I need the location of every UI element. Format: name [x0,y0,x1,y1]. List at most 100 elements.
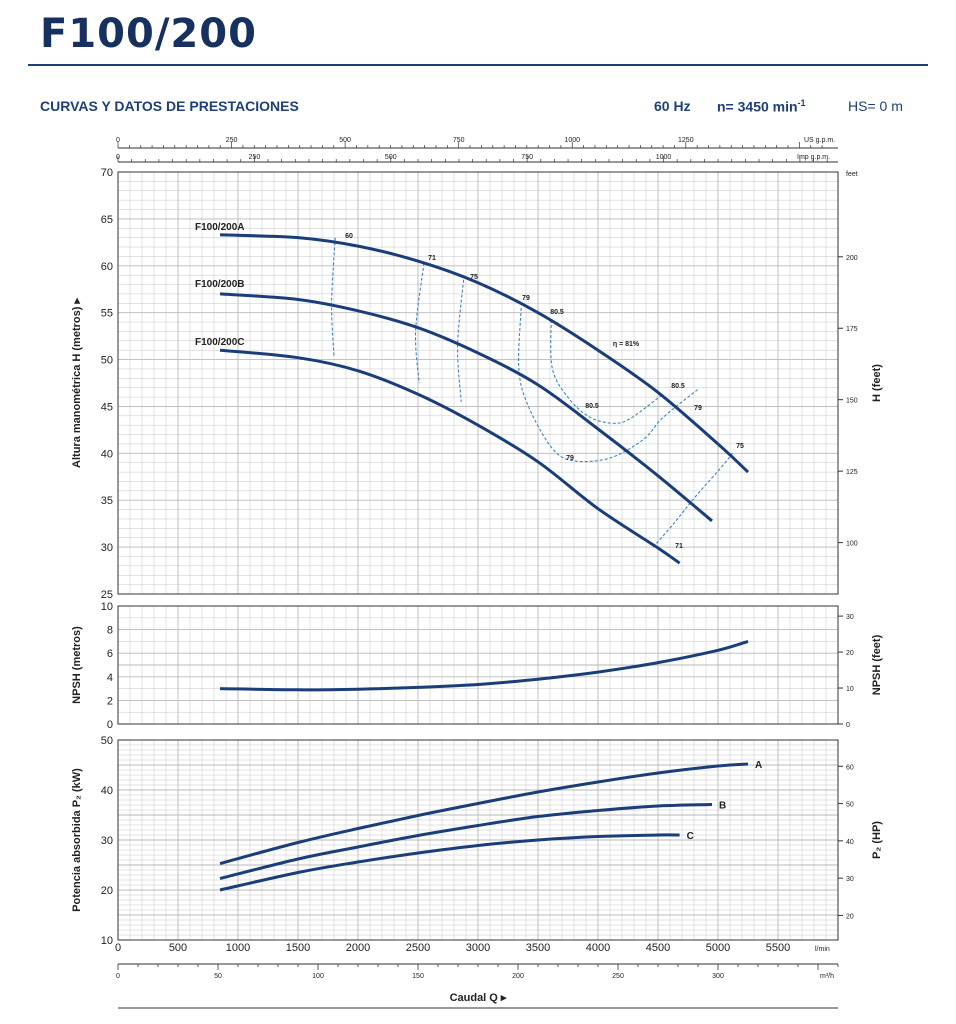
head-right-axis-label: H (feet) [871,364,883,402]
efficiency-label: 71 [428,255,436,262]
efficiency-label: 80.5 [585,403,599,410]
suction-height-label: HS= 0 m [848,98,903,114]
power-right-axis-label: P₂ (HP) [871,821,883,859]
m3h-tick-label: 0 [116,973,120,980]
head-axis-label: Altura manométrica H (metros) ▸ [71,298,83,468]
power-curve-a [219,762,749,865]
npsh-right-tick-label: 30 [846,614,854,621]
power-grid [118,740,838,940]
section-title: CURVAS Y DATOS DE PRESTACIONES [40,98,299,114]
head-tick-label: 60 [101,261,113,273]
npsh-right-tick-label: 0 [846,722,850,729]
impgpm-unit: Imp g.p.m. [797,154,830,161]
usgpm-tick-label: 1000 [564,137,580,144]
m3h-tick-label: 100 [312,973,324,980]
frequency-label: 60 Hz [654,98,691,114]
head-tick-label: 30 [101,542,113,554]
flow-tick-label: 4000 [586,942,610,954]
power-right-tick-label: 30 [846,876,854,883]
head-curve-label: F100/200B [195,279,244,290]
head-tick-label: 65 [101,214,113,226]
npsh-right-axis-label: NPSH (feet) [871,634,883,695]
npsh-right-tick-label: 20 [846,650,854,657]
head-right-tick-label: 150 [846,398,858,405]
head-tick-label: 70 [101,167,113,179]
usgpm-unit: US g.p.m. [804,137,835,144]
flow-tick-label: 500 [169,942,187,954]
head-panel: 25 30 35 40 45 50 55 60 65 70 100 125 150 175 200 feet A… [71,167,883,601]
m3h-tick-label: 250 [612,973,624,980]
page-title: F100/200 [40,11,257,57]
impgpm-tick-label: 750 [521,154,533,161]
head-tick-label: 25 [101,589,113,601]
npsh-frame [117,605,839,725]
m3h-tick-label: 50 [214,973,222,980]
head-curve-f100/200b [219,292,713,523]
impgpm-tick-label: 0 [116,154,120,161]
impgpm-tick-label: 500 [385,154,397,161]
head-right-tick-label: 100 [846,541,858,548]
title-divider [28,64,928,66]
speed-superscript: -1 [797,98,806,108]
power-tick-label: 20 [101,885,113,897]
power-frame [117,739,839,941]
usgpm-tick-label: 750 [453,137,465,144]
efficiency-label: 80.5 [671,383,685,390]
head-tick-label: 50 [101,355,113,367]
head-right-tick-label: 200 [846,255,858,262]
flow-tick-label: 0 [115,942,121,954]
power-axis-label: Potencia absorbida P₂ (kW) [71,768,83,912]
usgpm-tick-label: 500 [339,137,351,144]
npsh-panel: 0 2 4 6 8 10 0 10 20 30 NPSH (metros) NPSH (feet) [71,601,883,731]
power-panel: 10 20 30 40 50 20 30 40 50 60 Potencia absorbida P… [71,735,883,947]
power-tick-label: 50 [101,735,113,747]
efficiency-label: 71 [675,543,683,550]
efficiency-label: η = 81% [613,341,640,348]
npsh-tick-label: 10 [101,601,113,613]
head-tick-label: 35 [101,495,113,507]
head-curve-label: F100/200C [195,337,244,348]
flow-tick-label: 5500 [766,942,790,954]
flow-tick-label: 2500 [406,942,430,954]
efficiency-label: 79 [566,455,574,462]
impgpm-tick-label: 250 [249,154,261,161]
npsh-axis-label: NPSH (metros) [71,626,83,704]
power-right-tick-label: 20 [846,913,854,920]
flow-unit: l/min [815,946,830,953]
power-right-tick-label: 60 [846,764,854,771]
head-tick-label: 55 [101,308,113,320]
head-curve-label: F100/200A [195,222,244,233]
m3h-tick-label: 200 [512,973,524,980]
flow-tick-label: 1500 [286,942,310,954]
head-curve-f100/200c [219,348,681,565]
efficiency-contour [457,279,465,402]
efficiency-label: 79 [694,405,702,412]
impgpm-tick-label: 1000 [656,154,672,161]
flow-axis-label: Caudal Q ▸ [450,992,507,1004]
npsh-tick-label: 6 [107,648,113,660]
head-grid [118,172,838,594]
usgpm-tick-label: 250 [226,137,238,144]
power-curve-label: A [755,760,762,771]
flow-axis: 0 500 1000 1500 2000 2500 3000 3500 4000 4500 5000… [115,942,839,1009]
head-tick-label: 45 [101,401,113,413]
power-curve-label: C [687,831,694,842]
efficiency-label: 60 [345,233,353,240]
npsh-tick-label: 8 [107,625,113,637]
npsh-tick-label: 0 [107,719,113,731]
head-right-tick-label: 125 [846,469,858,476]
power-right-tick-label: 50 [846,802,854,809]
m3h-unit: m³/h [820,973,834,980]
power-curve-b [219,803,713,880]
flow-tick-label: 3500 [526,942,550,954]
power-curve-label: B [719,801,726,812]
npsh-right-tick-label: 10 [846,686,854,693]
power-tick-label: 10 [101,935,113,947]
secondary-flow-axes: 0 250 500 750 1000 1250 US g.p.m. 0 250 500 750 100… [116,137,838,163]
npsh-curve [219,639,749,692]
head-right-tick-label: 175 [846,326,858,333]
head-frame [117,171,839,595]
flow-tick-label: 5000 [706,942,730,954]
speed-text: n= 3450 min [717,98,798,115]
